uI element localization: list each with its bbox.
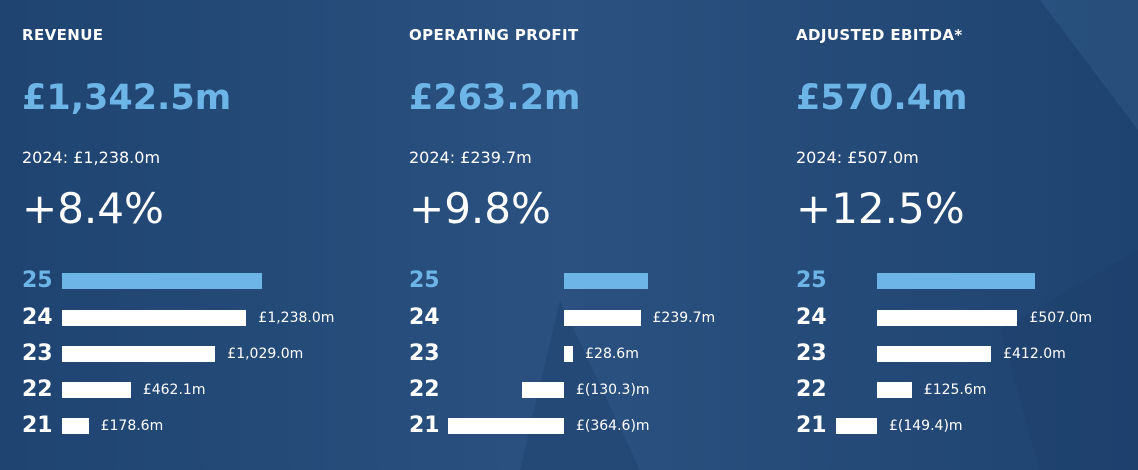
year-label-25: 25	[796, 268, 827, 293]
bar-24	[877, 310, 1018, 326]
bar-value-label-24: £507.0m	[1029, 310, 1093, 326]
metric-label: REVENUE	[22, 26, 104, 44]
year-label-21: 21	[22, 413, 53, 438]
metric-prior-year: 2024: £1,238.0m	[22, 148, 161, 167]
year-label-24: 24	[409, 305, 440, 330]
revenue-panel: REVENUE £1,342.5m 2024: £1,238.0m +8.4% …	[22, 0, 402, 470]
bar-value-label-22: £125.6m	[923, 382, 987, 398]
year-label-25: 25	[409, 268, 440, 293]
metric-value: £263.2m	[409, 78, 581, 118]
bar-value-label-21: £(149.4)m	[889, 418, 963, 434]
metric-value: £570.4m	[796, 78, 968, 118]
bar-22	[877, 382, 912, 398]
bar-24	[62, 310, 247, 326]
bar-21	[62, 418, 89, 434]
bar-value-label-21: £178.6m	[100, 418, 164, 434]
bar-21	[835, 418, 877, 434]
metric-change: +12.5%	[796, 184, 965, 233]
bar-25	[62, 273, 262, 289]
metric-change: +9.8%	[409, 184, 551, 233]
bar-value-label-21: £(364.6)m	[576, 418, 650, 434]
year-label-23: 23	[796, 341, 827, 366]
metric-value: £1,342.5m	[22, 78, 232, 118]
year-label-24: 24	[796, 305, 827, 330]
metric-change: +8.4%	[22, 184, 164, 233]
year-label-22: 22	[409, 377, 440, 402]
revenue-bar-chart: 25 24 £1,238.0m 23 £1,029.0m 22 £462.1m 21 £178.…	[22, 0, 402, 470]
bar-25	[877, 273, 1035, 289]
year-label-22: 22	[22, 377, 53, 402]
metric-prior-year: 2024: £507.0m	[796, 148, 919, 167]
bar-value-label-23: £28.6m	[585, 346, 639, 362]
bar-25	[564, 273, 648, 289]
bar-23	[877, 346, 992, 362]
bar-22	[62, 382, 131, 398]
bar-value-label-23: £412.0m	[1003, 346, 1066, 362]
bar-22	[522, 382, 564, 398]
year-label-25: 25	[22, 268, 53, 293]
bar-23	[564, 346, 574, 362]
year-label-21: 21	[796, 413, 827, 438]
bar-value-label-22: £462.1m	[142, 382, 206, 398]
metric-prior-year: 2024: £239.7m	[409, 148, 532, 167]
bar-24	[564, 310, 641, 326]
adjusted-ebitda-panel: ADJUSTED EBITDA* £570.4m 2024: £507.0m +…	[796, 0, 1138, 470]
adjusted-ebitda-bar-chart: 25 24 £507.0m 23 £412.0m 22 £125.6m 21 £(149.4)m	[796, 0, 1138, 470]
operating-profit-bar-chart: 25 24 £239.7m 23 £28.6m 22 £(130.3)m 21 £(364.6)…	[409, 0, 789, 470]
year-label-24: 24	[22, 305, 53, 330]
year-label-22: 22	[796, 377, 827, 402]
year-label-23: 23	[409, 341, 440, 366]
bar-value-label-22: £(130.3)m	[576, 382, 650, 398]
metric-label: OPERATING PROFIT	[409, 26, 579, 44]
metric-label: ADJUSTED EBITDA*	[796, 26, 963, 44]
year-label-23: 23	[22, 341, 53, 366]
bar-value-label-24: £239.7m	[652, 310, 716, 326]
operating-profit-panel: OPERATING PROFIT £263.2m 2024: £239.7m +…	[409, 0, 789, 470]
bar-21	[447, 418, 564, 434]
bar-value-label-24: £1,238.0m	[258, 310, 335, 326]
year-label-21: 21	[409, 413, 440, 438]
bar-value-label-23: £1,029.0m	[227, 346, 304, 362]
bar-23	[62, 346, 216, 362]
